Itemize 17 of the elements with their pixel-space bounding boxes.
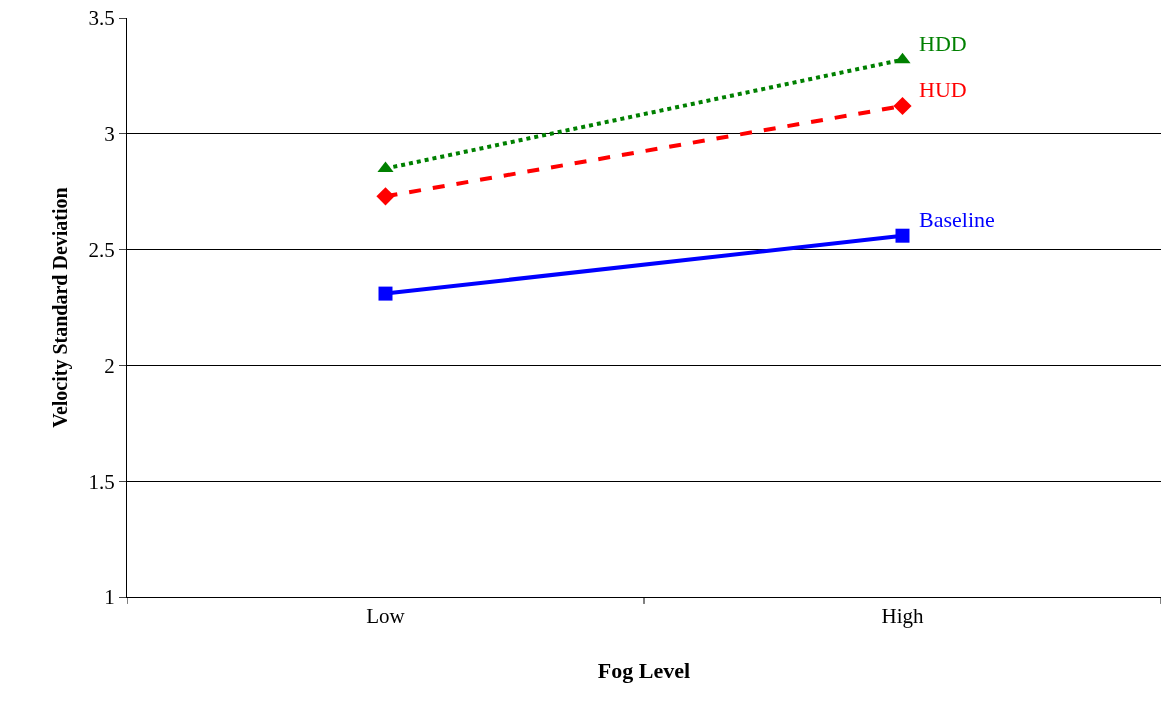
y-tick-label: 2 bbox=[104, 353, 115, 378]
y-tick-label: 3 bbox=[104, 122, 115, 147]
series-label: HDD bbox=[919, 31, 967, 56]
x-axis-title: Fog Level bbox=[597, 658, 691, 684]
series-label: HUD bbox=[919, 77, 967, 102]
y-tick-label: 1 bbox=[104, 585, 115, 610]
point bbox=[378, 286, 393, 301]
point bbox=[895, 228, 910, 243]
y-tick-label: 3.5 bbox=[88, 6, 115, 31]
series-label: Baseline bbox=[919, 207, 995, 232]
y-axis-title: Velocity Standard Deviation bbox=[49, 187, 73, 428]
point bbox=[893, 96, 912, 116]
x-tick-label: Low bbox=[366, 604, 406, 629]
point bbox=[376, 187, 395, 206]
y-tick-label: 1.5 bbox=[88, 469, 115, 494]
y-tick-label: 2.5 bbox=[88, 237, 115, 262]
x-tick-label: High bbox=[881, 604, 924, 629]
